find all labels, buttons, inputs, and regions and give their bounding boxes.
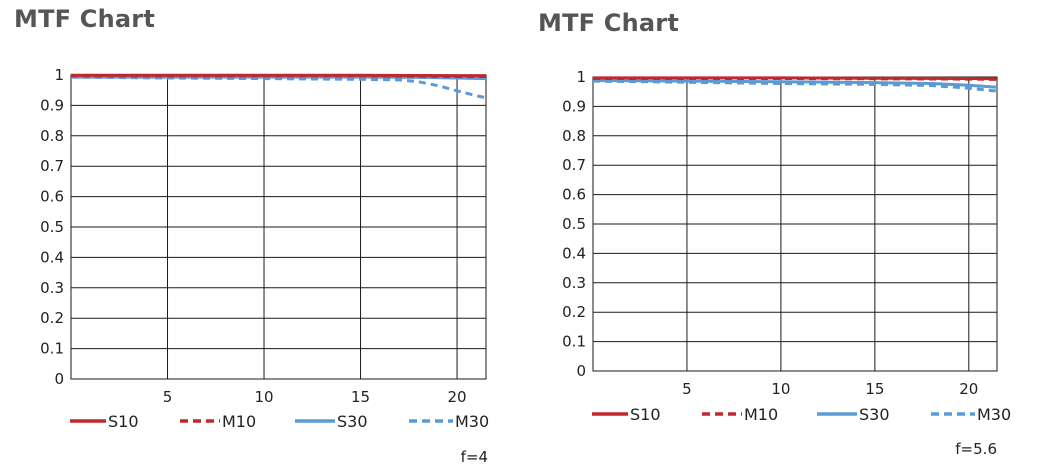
y-tick-label: 1	[576, 68, 586, 86]
series-line-m10	[71, 74, 486, 78]
y-tick-label: 0.9	[562, 97, 586, 115]
legend-label: M30	[977, 405, 1011, 424]
x-tick-label: 10	[771, 380, 790, 398]
y-tick-label: 0.1	[40, 340, 64, 358]
y-tick-label: 0	[54, 370, 64, 388]
chart-title: MTF Chart	[538, 9, 680, 37]
x-tick-label: 5	[682, 380, 692, 398]
series-line-m10	[593, 77, 998, 81]
legend-item-s30: S30	[817, 405, 890, 424]
y-tick-label: 1	[54, 66, 64, 84]
y-tick-label: 0.2	[40, 309, 64, 327]
y-tick-label: 0	[576, 362, 586, 380]
y-tick-label: 0.5	[40, 218, 64, 236]
x-tick-label: 20	[447, 388, 466, 406]
x-tick-label: 10	[254, 388, 273, 406]
legend-item-m10: M10	[702, 405, 778, 424]
chart-title: MTF Chart	[14, 5, 156, 33]
y-tick-label: 0.2	[562, 303, 586, 321]
mtf-chart-panel-f56: MTF Chart 0 0.1 0.2 0.3 0.4 0.5 0.6 0.7 0.8 0.9 1 5…	[520, 0, 1038, 473]
legend-label: S30	[859, 405, 890, 424]
series-line-m30	[592, 79, 998, 93]
aperture-label: f=5.6	[955, 440, 997, 458]
x-tick-label: 15	[351, 388, 370, 406]
x-tick-label: 20	[959, 380, 978, 398]
series-line-s30	[592, 79, 998, 89]
y-tick-label: 0.9	[40, 96, 64, 114]
y-tick-label: 0.4	[562, 244, 586, 262]
legend-label: M10	[744, 405, 778, 424]
series-line-m30	[70, 75, 487, 100]
y-tick-label: 0.8	[562, 127, 586, 145]
y-tick-label: 0.5	[562, 215, 586, 233]
y-tick-label: 0.3	[562, 274, 586, 292]
legend-item-m30: M30	[409, 412, 489, 431]
legend-item-m10: M10	[180, 412, 256, 431]
x-tick-label: 15	[865, 380, 884, 398]
y-tick-label: 0.3	[40, 279, 64, 297]
y-tick-label: 0.4	[40, 248, 64, 266]
y-tick-label: 0.6	[40, 188, 64, 206]
y-tick-label: 0.7	[562, 156, 586, 174]
y-tick-label: 0.8	[40, 127, 64, 145]
aperture-label: f=4	[461, 448, 488, 466]
mtf-chart-panel-f4: MTF Chart 0 0.1 0.2 0.3 0.4 0.5 0.6 0.7 0.8 0.9 1 5…	[14, 5, 489, 466]
legend-label: S10	[108, 412, 139, 431]
legend-item-m30: M30	[931, 405, 1011, 424]
legend-item-s10: S10	[592, 405, 661, 424]
y-tick-label: 0.1	[562, 333, 586, 351]
legend-item-s30: S30	[295, 412, 368, 431]
y-tick-label: 0.6	[562, 186, 586, 204]
legend-item-s10: S10	[70, 412, 139, 431]
legend-label: M10	[222, 412, 256, 431]
y-tick-label: 0.7	[40, 157, 64, 175]
legend-label: S30	[337, 412, 368, 431]
legend-label: S10	[630, 405, 661, 424]
legend-label: M30	[455, 412, 489, 431]
x-tick-label: 5	[163, 388, 173, 406]
